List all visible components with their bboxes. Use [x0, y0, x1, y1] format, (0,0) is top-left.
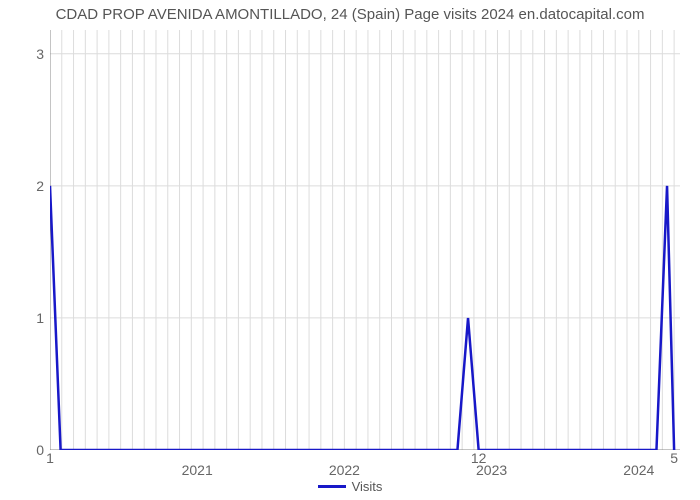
chart-container: CDAD PROP AVENIDA AMONTILLADO, 24 (Spain…: [0, 0, 700, 500]
legend-label: Visits: [352, 479, 383, 494]
y-tick-label: 2: [4, 178, 44, 194]
y-tick-label: 0: [4, 442, 44, 458]
x-year-label: 2022: [329, 462, 360, 478]
y-tick-label: 3: [4, 46, 44, 62]
x-value-label: 12: [471, 450, 487, 466]
legend-swatch: [318, 485, 346, 488]
chart-title: CDAD PROP AVENIDA AMONTILLADO, 24 (Spain…: [0, 6, 700, 23]
x-value-label: 1: [46, 450, 54, 466]
chart-legend: Visits: [0, 478, 700, 494]
x-year-label: 2024: [623, 462, 654, 478]
x-value-label: 5: [670, 450, 678, 466]
y-tick-label: 1: [4, 310, 44, 326]
x-year-label: 2021: [182, 462, 213, 478]
chart-plot: [50, 30, 680, 450]
